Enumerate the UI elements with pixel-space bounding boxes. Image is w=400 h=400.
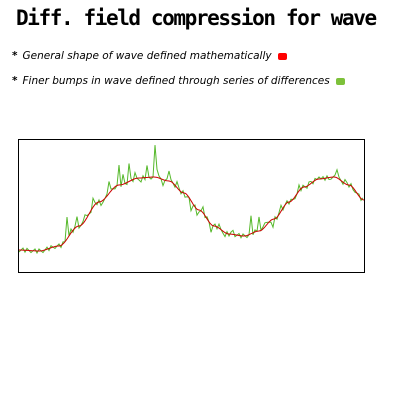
smooth-wave-line bbox=[19, 176, 364, 252]
bullet-star: * bbox=[12, 75, 18, 87]
wave-plot bbox=[18, 139, 365, 273]
red-swatch-icon bbox=[277, 52, 287, 60]
page-title: Diff. field compression for wave bbox=[16, 6, 377, 30]
bullet-finer-bumps: * Finer bumps in wave defined through se… bbox=[12, 75, 345, 87]
detail-wave-line bbox=[19, 145, 364, 255]
green-swatch-icon bbox=[335, 77, 345, 85]
bullet-finer-bumps-text: Finer bumps in wave defined through seri… bbox=[22, 75, 330, 87]
bullet-general-shape: * General shape of wave defined mathemat… bbox=[12, 50, 287, 62]
wave-plot-svg bbox=[19, 145, 364, 255]
bullet-general-shape-text: General shape of wave defined mathematic… bbox=[22, 50, 272, 62]
bullet-star: * bbox=[12, 50, 18, 62]
